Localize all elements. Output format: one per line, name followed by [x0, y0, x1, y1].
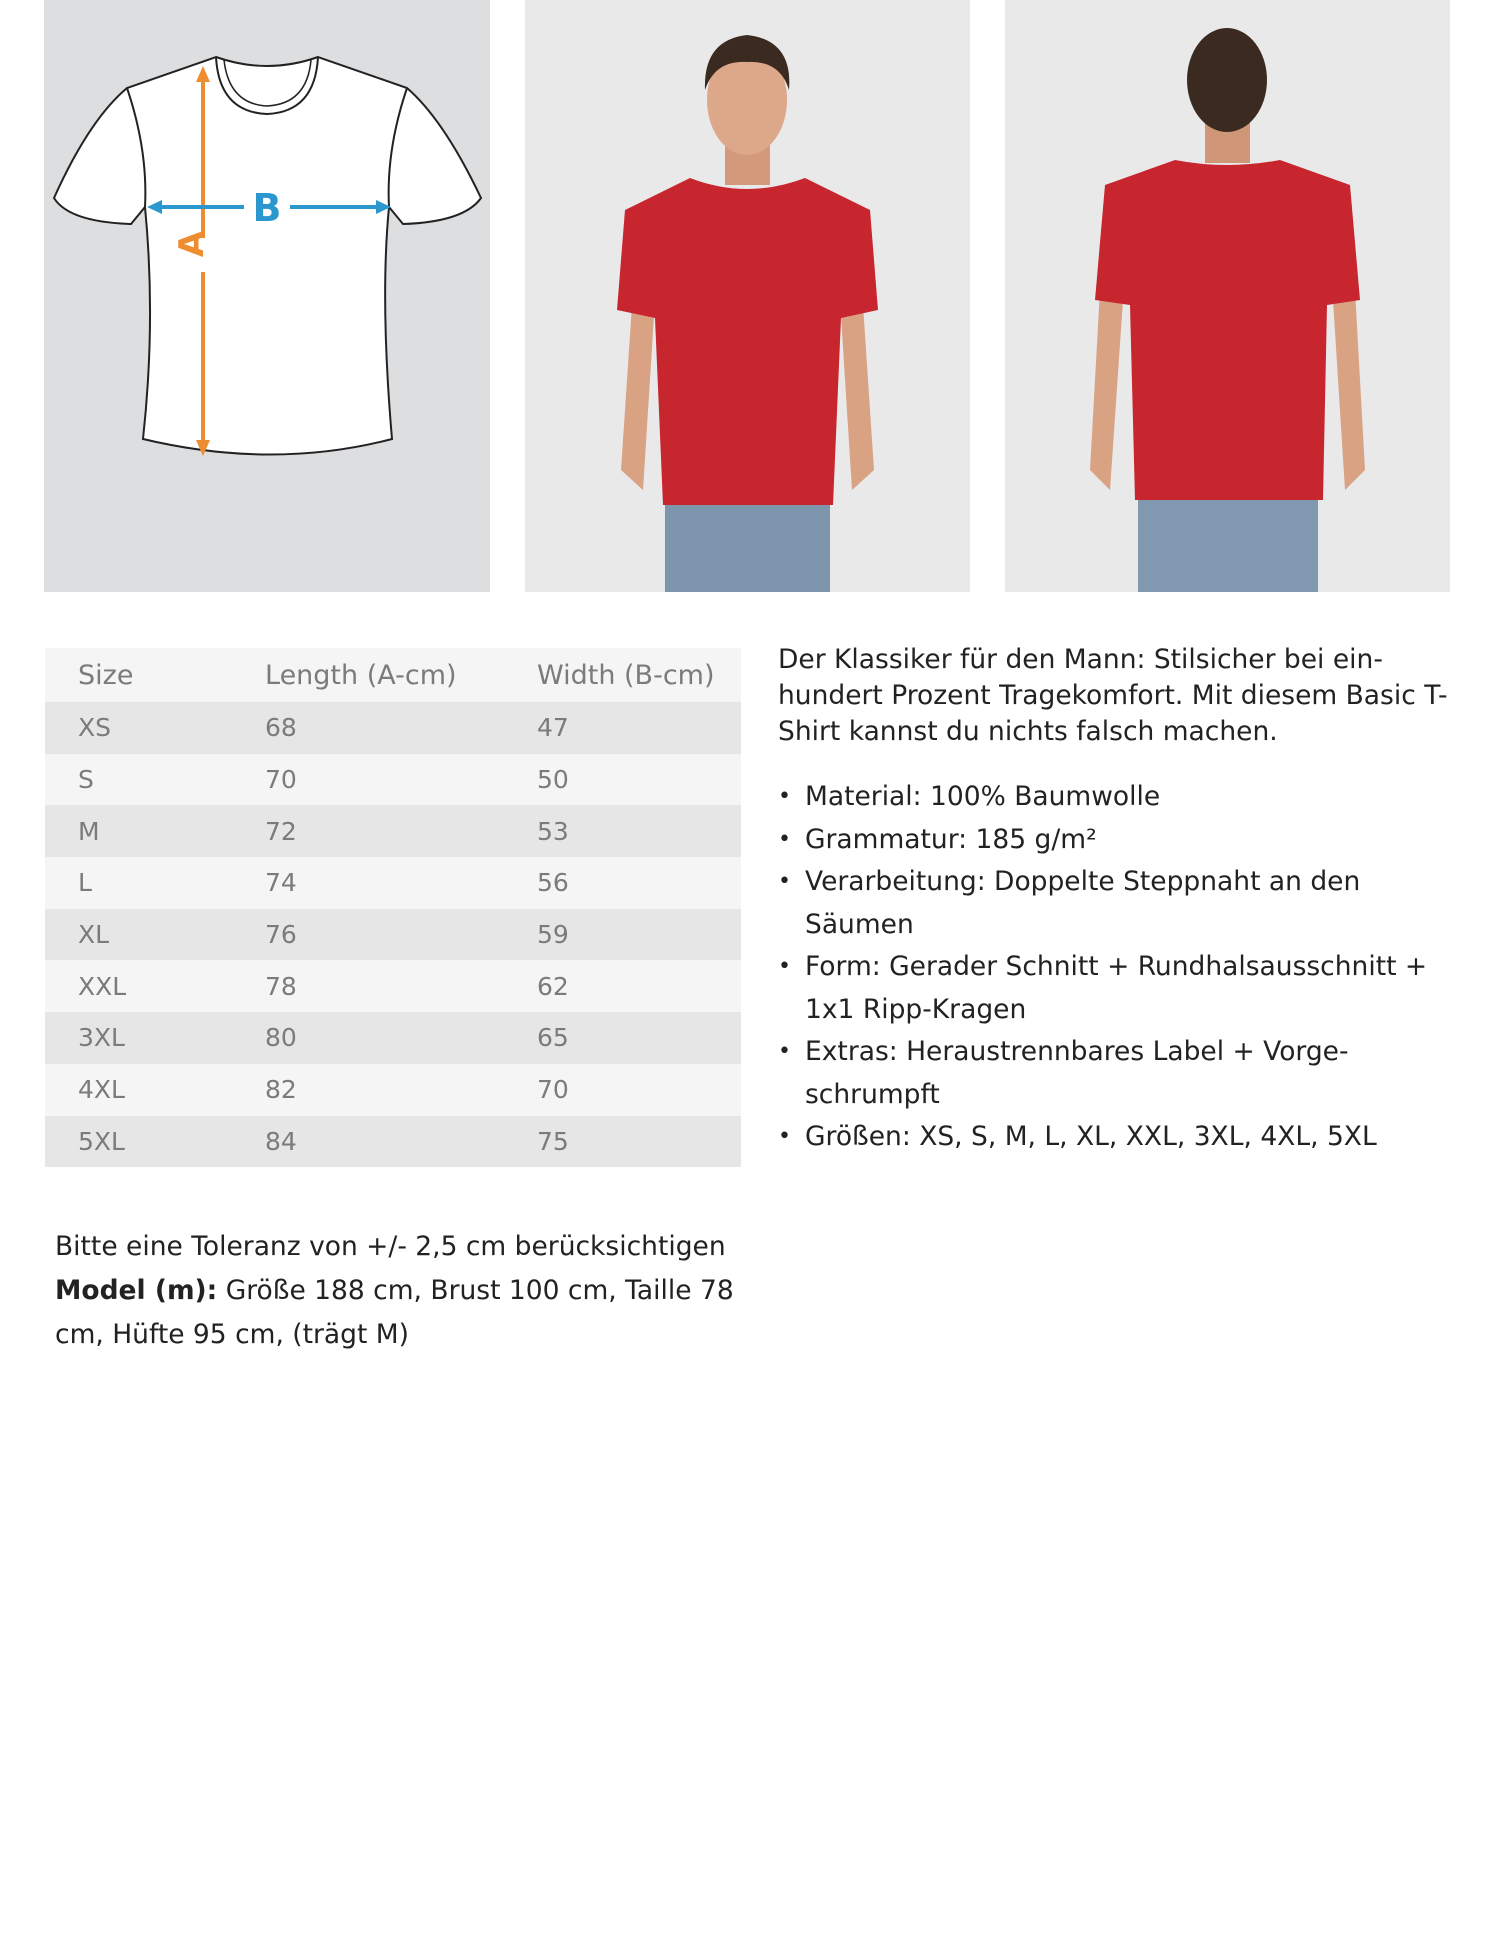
cell-width: 75 — [537, 1115, 741, 1168]
cell-width: 47 — [537, 702, 741, 754]
feature-list: Material: 100% BaumwolleGrammatur: 185 g… — [778, 776, 1458, 1159]
model-text: Größe 188 cm, Brust 100 cm, Taille 78 cm… — [55, 1275, 734, 1350]
cell-size: S — [45, 753, 265, 806]
table-row: XS 68 47 — [45, 702, 741, 754]
cell-length: 70 — [265, 753, 537, 806]
table-row: M 72 53 — [45, 805, 741, 858]
table-row: 4XL 82 70 — [45, 1063, 741, 1116]
label-a: A — [172, 230, 212, 257]
cell-width: 65 — [537, 1012, 741, 1064]
model-back-photo — [1005, 0, 1450, 592]
cell-size: 4XL — [45, 1063, 265, 1116]
header-width: Width (B-cm) — [537, 648, 741, 702]
model-label: Model (m): — [55, 1275, 218, 1306]
model-info: Model (m): Größe 188 cm, Brust 100 cm, T… — [55, 1269, 755, 1357]
tshirt-outline — [52, 55, 483, 456]
cell-width: 62 — [537, 960, 741, 1013]
cell-width: 50 — [537, 753, 741, 806]
product-description: Der Klassiker für den Mann: Stilsicher b… — [778, 642, 1458, 1159]
cell-width: 56 — [537, 857, 741, 909]
cell-length: 76 — [265, 908, 537, 961]
cell-size: XXL — [45, 960, 265, 1013]
feature-item: Größen: XS, S, M, L, XL, XXL, 3XL, 4XL, … — [778, 1116, 1458, 1159]
cell-length: 74 — [265, 857, 537, 909]
width-arrow — [147, 200, 391, 214]
cell-size: L — [45, 857, 265, 909]
table-row: 3XL 80 65 — [45, 1012, 741, 1064]
size-table: Size Length (A-cm) Width (B-cm) XS 68 47 S 7… — [45, 648, 741, 1168]
table-row: S 70 50 — [45, 753, 741, 806]
cell-length: 68 — [265, 702, 537, 754]
tshirt-diagram: A B — [52, 55, 483, 456]
cell-size: XS — [45, 702, 265, 754]
feature-item: Grammatur: 185 g/m² — [778, 819, 1458, 862]
header-size: Size — [45, 648, 265, 702]
cell-size: M — [45, 805, 265, 858]
label-b: B — [253, 186, 282, 230]
cell-width: 53 — [537, 805, 741, 858]
model-front-photo — [525, 0, 970, 592]
cell-width: 70 — [537, 1063, 741, 1116]
cell-size: XL — [45, 908, 265, 961]
table-row: XXL 78 62 — [45, 960, 741, 1013]
cell-size: 5XL — [45, 1115, 265, 1168]
table-row: L 74 56 — [45, 857, 741, 909]
length-arrow — [196, 66, 210, 456]
cell-length: 72 — [265, 805, 537, 858]
table-header-row: Size Length (A-cm) Width (B-cm) — [45, 648, 741, 702]
size-diagram-image: A B — [44, 0, 490, 592]
header-length: Length (A-cm) — [265, 648, 537, 702]
feature-item: Material: 100% Baumwolle — [778, 776, 1458, 819]
tolerance-note: Bitte eine Toleranz von +/- 2,5 cm berüc… — [55, 1231, 726, 1262]
table-row: 5XL 84 75 — [45, 1115, 741, 1168]
table-row: XL 76 59 — [45, 908, 741, 961]
cell-size: 3XL — [45, 1012, 265, 1064]
size-notes: Bitte eine Toleranz von +/- 2,5 cm berüc… — [55, 1225, 755, 1357]
cell-length: 80 — [265, 1012, 537, 1064]
cell-length: 82 — [265, 1063, 537, 1116]
feature-item: Verarbeitung: Doppelte Steppnaht an den … — [778, 861, 1458, 946]
cell-length: 78 — [265, 960, 537, 1013]
description-intro: Der Klassiker für den Mann: Stilsicher b… — [778, 644, 1448, 747]
feature-item: Extras: Heraustrennbares Label + Vorge­s… — [778, 1031, 1458, 1116]
cell-length: 84 — [265, 1115, 537, 1168]
cell-width: 59 — [537, 908, 741, 961]
feature-item: Form: Gerader Schnitt + Rundhalsausschni… — [778, 946, 1458, 1031]
